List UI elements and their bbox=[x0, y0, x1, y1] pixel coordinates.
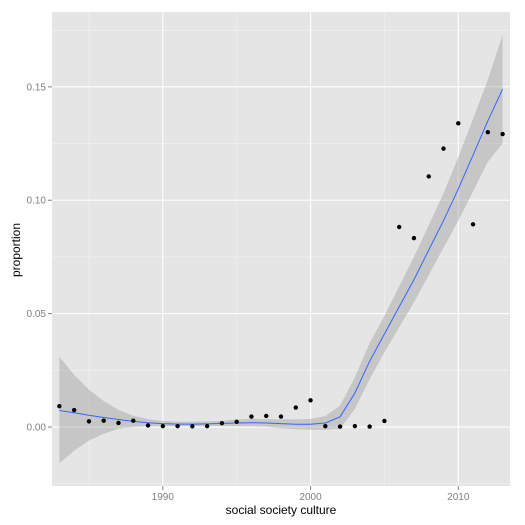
y-axis-ticks: 0.00 0.05 0.10 0.15 bbox=[27, 82, 52, 434]
data-point bbox=[396, 224, 402, 230]
x-tick-label: 2000 bbox=[299, 492, 322, 503]
data-point bbox=[86, 419, 92, 424]
data-point bbox=[367, 424, 372, 429]
data-point bbox=[190, 424, 195, 429]
plot-panel bbox=[52, 12, 510, 486]
data-point bbox=[293, 405, 298, 410]
data-point bbox=[323, 423, 328, 429]
y-tick-label: 0.10 bbox=[27, 196, 47, 207]
y-tick-label: 0.15 bbox=[27, 82, 47, 93]
data-point bbox=[131, 418, 136, 423]
x-tick-label: 1990 bbox=[152, 492, 175, 503]
data-point bbox=[456, 121, 461, 126]
data-point bbox=[204, 423, 210, 429]
data-points bbox=[57, 121, 505, 429]
data-point bbox=[352, 423, 358, 429]
data-point bbox=[264, 413, 269, 419]
data-point bbox=[382, 418, 387, 424]
minor-gridlines bbox=[52, 12, 510, 486]
y-tick-label: 0.05 bbox=[27, 309, 47, 320]
data-point bbox=[308, 398, 313, 403]
x-axis-ticks: 1990 2000 2010 bbox=[152, 486, 470, 503]
data-point bbox=[441, 146, 446, 151]
data-point bbox=[500, 131, 505, 137]
data-point bbox=[426, 174, 431, 179]
data-point bbox=[116, 420, 121, 426]
data-point bbox=[160, 423, 166, 429]
data-point bbox=[175, 423, 180, 429]
data-point bbox=[57, 403, 62, 409]
x-tick-label: 2010 bbox=[447, 492, 470, 503]
data-point bbox=[249, 414, 254, 419]
y-tick-label: 0.00 bbox=[27, 423, 47, 434]
data-point bbox=[470, 222, 476, 227]
y-axis-title: proportion bbox=[9, 223, 23, 277]
data-point bbox=[219, 420, 225, 426]
data-point bbox=[337, 424, 343, 429]
data-point bbox=[411, 235, 417, 241]
data-point bbox=[145, 423, 151, 428]
major-gridlines bbox=[52, 12, 510, 486]
data-point bbox=[485, 130, 491, 135]
data-point bbox=[101, 418, 106, 423]
x-axis-title: social society culture bbox=[226, 503, 337, 517]
data-point bbox=[71, 407, 77, 413]
data-point bbox=[278, 414, 284, 419]
data-point bbox=[234, 419, 239, 425]
